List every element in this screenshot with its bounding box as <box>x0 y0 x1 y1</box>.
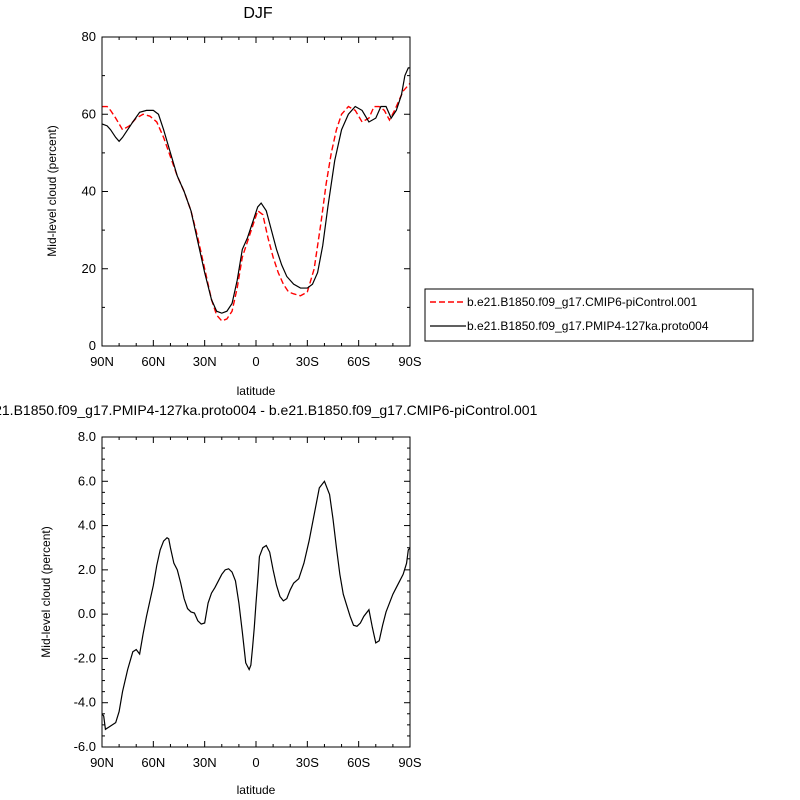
top-series-line-0 <box>102 82 411 322</box>
bottom-axes-frame <box>101 436 411 748</box>
top-axes-frame <box>101 36 411 347</box>
bottom-plot-area: 90N 60N 30N 0 30S 60S 90S -6.0 -4.0 -2.0 0.0 2.0 4.0… <box>74 429 422 770</box>
top-x-tick-label: 90N <box>90 354 114 369</box>
bottom-y-tick-label: 4.0 <box>78 518 96 533</box>
bottom-y-tick-label: -4.0 <box>74 695 96 710</box>
top-plot-area: 90N 60N 30N 0 30S 60S 90S 0 20 40 60 80 <box>82 29 422 369</box>
top-x-tick-label: 30N <box>193 354 217 369</box>
top-y-tick-label: 40 <box>82 184 96 199</box>
top-y-tick-label: 80 <box>82 29 96 44</box>
bottom-x-axis-label: latitude <box>237 783 276 797</box>
bottom-y-tick-label: -6.0 <box>74 739 96 754</box>
top-y-axis-label: Mid-level cloud (percent) <box>45 125 59 256</box>
legend-label-picontrol: b.e21.B1850.f09_g17.CMIP6-piControl.001 <box>467 295 697 309</box>
legend: b.e21.B1850.f09_g17.CMIP6-piControl.001 … <box>424 288 754 342</box>
bottom-x-tick-label: 30S <box>296 755 319 770</box>
bottom-y-tick-label: 2.0 <box>78 562 96 577</box>
top-y-tick-label: 60 <box>82 106 96 121</box>
top-x-tick-label: 60S <box>347 354 370 369</box>
bottom-y-tick-label: 8.0 <box>78 429 96 444</box>
legend-label-pmip4: b.e21.B1850.f09_g17.PMIP4-127ka.proto004 <box>467 319 709 333</box>
bottom-x-tick-label: 90S <box>398 755 421 770</box>
top-x-axis-label: latitude <box>237 384 276 398</box>
bottom-series-line-0 <box>101 480 411 731</box>
top-series-line-1 <box>101 67 410 314</box>
bottom-y-tick-label: 0.0 <box>78 606 96 621</box>
top-y-tick-label: 20 <box>82 261 96 276</box>
bottom-x-tick-label: 30N <box>193 755 217 770</box>
bottom-y-tick-label: 6.0 <box>78 473 96 488</box>
legend-box <box>424 288 754 342</box>
bottom-title: b.e21.B1850.f09_g17.PMIP4-127ka.proto004… <box>0 402 538 418</box>
top-title: DJF <box>243 5 273 22</box>
bottom-x-tick-label: 60N <box>141 755 165 770</box>
top-x-tick-label: 60N <box>141 354 165 369</box>
bottom-panel: b.e21.B1850.f09_g17.PMIP4-127ka.proto004… <box>0 402 538 797</box>
top-x-tick-label: 0 <box>252 354 259 369</box>
bottom-x-tick-label: 60S <box>347 755 370 770</box>
bottom-x-tick-label: 0 <box>252 755 259 770</box>
bottom-y-tick-label: -2.0 <box>74 650 96 665</box>
bottom-y-axis-label: Mid-level cloud (percent) <box>39 526 53 657</box>
top-panel: DJF Mid-level cloud (percent) latitude 9… <box>45 5 754 398</box>
bottom-x-tick-label: 90N <box>90 755 114 770</box>
top-x-tick-label: 90S <box>398 354 421 369</box>
top-x-tick-label: 30S <box>296 354 319 369</box>
top-y-tick-label: 0 <box>89 338 96 353</box>
